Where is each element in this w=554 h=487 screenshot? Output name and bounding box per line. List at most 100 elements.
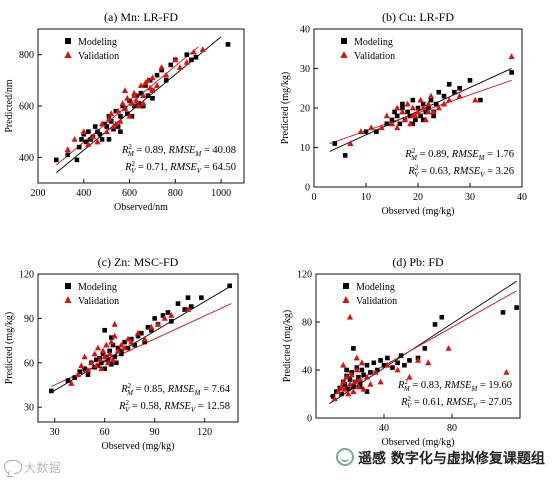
data-point-validation [154, 320, 162, 327]
data-point-validation [161, 315, 168, 321]
data-point-modeling [131, 103, 137, 109]
plot-frame [315, 273, 521, 419]
data-point-validation [508, 53, 515, 60]
data-point-modeling [149, 327, 154, 333]
chart-title: (c) Zn: MSC-FD [98, 255, 179, 269]
data-point-modeling [54, 157, 59, 163]
data-point-modeling [356, 374, 361, 380]
data-point-modeling [432, 322, 438, 327]
data-point-modeling [189, 57, 194, 63]
data-point-validation [427, 92, 435, 99]
data-point-modeling [99, 137, 105, 142]
data-point-modeling [81, 131, 87, 137]
data-point-modeling [397, 121, 403, 127]
y-tick-label: 120 [19, 270, 34, 281]
y-tick-label: 600 [19, 102, 34, 113]
data-point-modeling [446, 82, 452, 87]
data-point-validation [353, 366, 360, 373]
y-tick-label: 90 [24, 314, 34, 325]
y-tick-label: 400 [19, 153, 34, 164]
x-tick-label: 10 [361, 192, 371, 203]
data-point-modeling [467, 78, 473, 83]
data-point-modeling [184, 52, 190, 57]
data-point-modeling [422, 346, 428, 351]
data-point-validation [363, 373, 371, 380]
data-point-modeling [132, 342, 137, 348]
x-tick-label: 60 [100, 427, 110, 438]
x-axis-label: Observed/nm [114, 202, 168, 213]
data-point-validation [140, 92, 147, 99]
data-point-modeling [351, 384, 356, 390]
data-point-modeling [342, 153, 348, 158]
data-point-validation [71, 135, 78, 142]
data-point-modeling [102, 366, 107, 372]
watermark-right-text: 遥感 数字化与虚拟修复课题组 [358, 451, 545, 467]
data-point-modeling [102, 121, 107, 127]
data-point-modeling [65, 378, 71, 383]
data-point-modeling [163, 78, 169, 83]
data-point-modeling [97, 131, 103, 137]
y-tick-label: 120 [297, 270, 312, 281]
data-point-validation [357, 376, 364, 382]
data-point-modeling [142, 339, 147, 345]
x-tick-label: 1000 [211, 188, 231, 199]
data-point-validation [99, 347, 107, 354]
data-point-modeling [433, 101, 439, 107]
data-point-validation [80, 128, 87, 135]
legend-marker-validation [342, 296, 350, 303]
data-point-modeling [359, 367, 365, 373]
stats-line: R2 M = 0.89, RMSEM = 40.08 [121, 143, 236, 158]
data-point-modeling [189, 304, 194, 309]
y-axis-label: Predicted (mg/kg) [282, 310, 293, 382]
data-point-modeling [347, 377, 353, 382]
data-point-modeling [374, 367, 380, 373]
data-point-modeling [169, 319, 174, 324]
data-point-validation [372, 369, 379, 375]
y-axis-label: Predicted (mg/kg) [4, 312, 15, 384]
data-point-modeling [165, 310, 171, 315]
stats-annotation: R2 M = 0.85, RMSEM = 7.64 R2 V = 0.58, RMSE… [118, 382, 231, 414]
data-point-validation [183, 58, 190, 65]
data-point-modeling [111, 126, 116, 132]
data-point-modeling [168, 62, 174, 68]
data-point-validation [446, 96, 453, 103]
wechat-logo-icon [336, 448, 354, 466]
data-point-validation [108, 110, 115, 117]
data-point-validation [338, 383, 345, 390]
data-point-modeling [381, 362, 387, 368]
data-point-modeling [407, 113, 413, 119]
data-point-validation [109, 356, 117, 363]
data-point-modeling [400, 101, 405, 107]
stats-line: R2 M = 0.85, RMSEM = 7.64 [120, 382, 231, 397]
data-point-validation [68, 380, 75, 386]
data-point-modeling [110, 342, 116, 348]
data-point-modeling [150, 96, 155, 101]
data-point-validation [435, 104, 442, 111]
data-point-modeling [457, 85, 462, 91]
x-tick-label: 40 [517, 192, 527, 203]
stats-line: R2 M = 0.89, RMSEM = 1.76 [404, 147, 514, 162]
watermark-left-text: 大数据 [24, 461, 62, 475]
data-point-validation [78, 362, 85, 369]
chart-d: (d) Pb: FD 40 80 0 40 80 120 Observed (mg/kg) Pr… [282, 255, 521, 448]
data-point-modeling [478, 97, 483, 103]
data-point-modeling [428, 97, 434, 103]
y-tick-label: 30 [24, 403, 34, 414]
stats-line: R2 V = 0.61, RMSEV = 27.05 [400, 395, 512, 410]
data-point-validation [440, 100, 448, 107]
data-point-validation [93, 362, 100, 369]
data-point-validation [346, 313, 354, 320]
data-point-modeling [106, 137, 112, 142]
data-point-modeling [138, 103, 144, 109]
data-point-validation [394, 124, 401, 131]
legend-label-validation: Validation [354, 51, 395, 62]
data-point-modeling [134, 93, 139, 99]
legend: Modeling Validation [342, 282, 397, 307]
data-point-modeling [94, 357, 99, 363]
data-point-validation [101, 353, 108, 360]
data-point-modeling [85, 372, 91, 377]
data-point-modeling [175, 301, 181, 306]
legend-label-modeling: Modeling [356, 282, 395, 293]
data-point-modeling [439, 314, 445, 320]
